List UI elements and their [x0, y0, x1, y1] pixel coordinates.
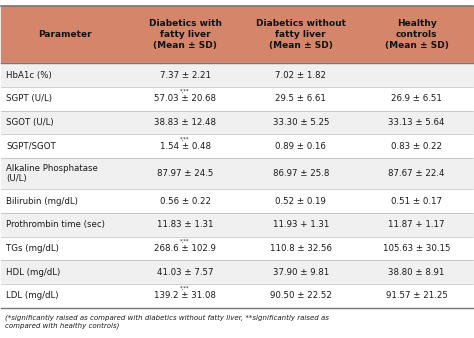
Bar — [0, 284, 474, 308]
Text: Diabetics with
fatty liver
(Mean ± SD): Diabetics with fatty liver (Mean ± SD) — [148, 19, 221, 50]
Text: 41.03 ± 7.57: 41.03 ± 7.57 — [157, 268, 213, 277]
Text: 0.52 ± 0.19: 0.52 ± 0.19 — [275, 197, 326, 206]
Text: Prothrombin time (sec): Prothrombin time (sec) — [6, 220, 105, 229]
Bar — [0, 87, 474, 111]
Text: 7.37 ± 2.21: 7.37 ± 2.21 — [160, 71, 210, 79]
Text: 0.83 ± 0.22: 0.83 ± 0.22 — [391, 142, 442, 151]
Text: HbA1c (%): HbA1c (%) — [6, 71, 52, 79]
Text: 268.6 ± 102.9: 268.6 ± 102.9 — [154, 244, 216, 253]
Text: 33.30 ± 5.25: 33.30 ± 5.25 — [273, 118, 329, 127]
Text: 57.03 ± 20.68: 57.03 ± 20.68 — [154, 94, 216, 103]
Bar — [0, 134, 474, 158]
Text: 0.56 ± 0.22: 0.56 ± 0.22 — [160, 197, 210, 206]
Text: Alkaline Phosphatase
(U/L): Alkaline Phosphatase (U/L) — [6, 164, 98, 183]
Text: SGPT/SGOT: SGPT/SGOT — [6, 142, 56, 151]
Text: HDL (mg/dL): HDL (mg/dL) — [6, 268, 61, 277]
Text: SGPT (U/L): SGPT (U/L) — [6, 94, 52, 103]
Text: 11.83 ± 1.31: 11.83 ± 1.31 — [157, 220, 213, 229]
Text: 37.90 ± 9.81: 37.90 ± 9.81 — [273, 268, 329, 277]
Bar — [0, 237, 474, 260]
Bar — [0, 260, 474, 284]
Text: 0.51 ± 0.17: 0.51 ± 0.17 — [391, 197, 442, 206]
Text: 90.50 ± 22.52: 90.50 ± 22.52 — [270, 291, 332, 300]
Text: 0.89 ± 0.16: 0.89 ± 0.16 — [275, 142, 326, 151]
Text: (*significantly raised as compared with diabetics without fatty liver, **signifi: (*significantly raised as compared with … — [5, 314, 329, 329]
Bar — [0, 158, 474, 189]
Text: *,**: *,** — [180, 286, 190, 291]
Text: 91.57 ± 21.25: 91.57 ± 21.25 — [386, 291, 447, 300]
Text: 87.67 ± 22.4: 87.67 ± 22.4 — [388, 169, 445, 178]
Text: 105.63 ± 30.15: 105.63 ± 30.15 — [383, 244, 450, 253]
Text: 110.8 ± 32.56: 110.8 ± 32.56 — [270, 244, 332, 253]
Text: Diabetics without
fatty liver
(Mean ± SD): Diabetics without fatty liver (Mean ± SD… — [256, 19, 346, 50]
Text: 86.97 ± 25.8: 86.97 ± 25.8 — [273, 169, 329, 178]
Bar — [0, 213, 474, 237]
Bar — [0, 111, 474, 134]
Text: 26.9 ± 6.51: 26.9 ± 6.51 — [391, 94, 442, 103]
Text: 87.97 ± 24.5: 87.97 ± 24.5 — [157, 169, 213, 178]
Text: LDL (mg/dL): LDL (mg/dL) — [6, 291, 59, 300]
Bar — [0, 6, 474, 63]
Text: 1.54 ± 0.48: 1.54 ± 0.48 — [160, 142, 210, 151]
Text: 33.13 ± 5.64: 33.13 ± 5.64 — [388, 118, 445, 127]
Text: Healthy
controls
(Mean ± SD): Healthy controls (Mean ± SD) — [385, 19, 448, 50]
Text: SGOT (U/L): SGOT (U/L) — [6, 118, 54, 127]
Text: 11.93 + 1.31: 11.93 + 1.31 — [273, 220, 329, 229]
Text: 139.2 ± 31.08: 139.2 ± 31.08 — [154, 291, 216, 300]
Text: 11.87 + 1.17: 11.87 + 1.17 — [388, 220, 445, 229]
Bar — [0, 63, 474, 87]
Text: Bilirubin (mg/dL): Bilirubin (mg/dL) — [6, 197, 78, 206]
Bar — [0, 189, 474, 213]
Text: *,**: *,** — [180, 137, 190, 142]
Text: *,**: *,** — [180, 239, 190, 244]
Text: 29.5 ± 6.61: 29.5 ± 6.61 — [275, 94, 326, 103]
Text: TGs (mg/dL): TGs (mg/dL) — [6, 244, 59, 253]
Text: 38.80 ± 8.91: 38.80 ± 8.91 — [388, 268, 445, 277]
Text: *,**: *,** — [180, 89, 190, 94]
Text: Parameter: Parameter — [38, 30, 91, 39]
Text: 38.83 ± 12.48: 38.83 ± 12.48 — [154, 118, 216, 127]
Text: 7.02 ± 1.82: 7.02 ± 1.82 — [275, 71, 326, 79]
